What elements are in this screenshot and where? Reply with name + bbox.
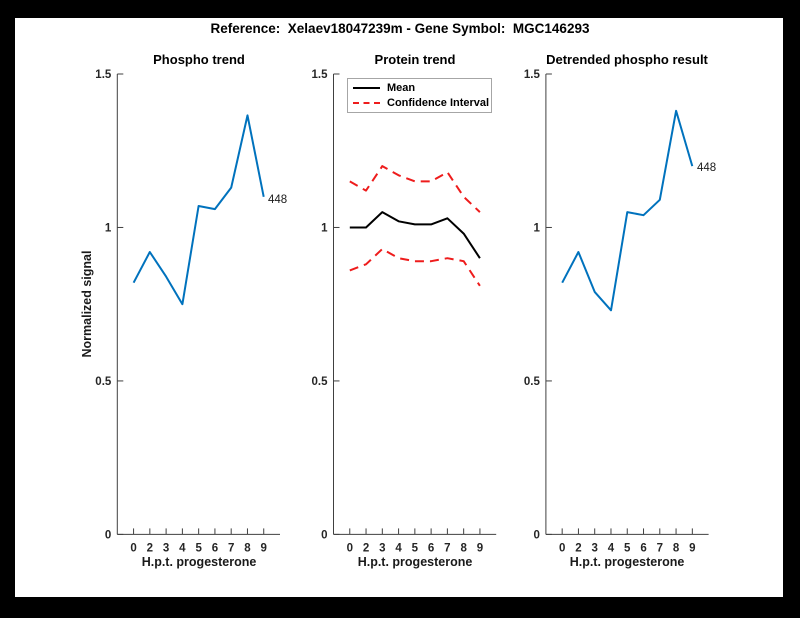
figure-canvas bbox=[15, 18, 783, 597]
y-tick-label: 0.5 bbox=[524, 376, 541, 388]
x-tick-label: 2 bbox=[147, 542, 153, 554]
x-tick-label: 0 bbox=[559, 542, 565, 554]
series-detrended-phospho-signal bbox=[561, 109, 694, 312]
x-tick-label: 9 bbox=[477, 542, 483, 554]
series-confidence-upper bbox=[349, 165, 481, 213]
x-tick-label: 8 bbox=[673, 542, 680, 554]
y-tick-label: 1.5 bbox=[312, 69, 329, 81]
x-axis-label-plot1: H.p.t. progesterone bbox=[141, 555, 257, 569]
series-confidence-lower bbox=[349, 248, 481, 287]
figure-title: Reference: Xelaev18047239m - Gene Symbol… bbox=[210, 21, 590, 36]
subplot-1: 0 2 3 4 5 6 7 8 900.511.5 bbox=[312, 69, 497, 554]
subplot-title-detrended-result: Detrended phospho result bbox=[546, 52, 708, 67]
legend-box: Mean Confidence Interval bbox=[347, 78, 492, 113]
x-tick-label: 5 bbox=[195, 542, 202, 554]
x-tick-label: 2 bbox=[575, 542, 581, 554]
x-tick-label: 5 bbox=[624, 542, 631, 554]
x-tick-label: 3 bbox=[163, 542, 169, 554]
y-tick-label: 1 bbox=[321, 222, 328, 234]
x-tick-label: 4 bbox=[395, 542, 402, 554]
x-tick-label: 3 bbox=[592, 542, 598, 554]
x-tick-label: 7 bbox=[444, 542, 450, 554]
series-endpoint-label-448-plot1: 448 bbox=[268, 194, 288, 206]
x-tick-label: 8 bbox=[244, 542, 251, 554]
x-tick-label: 3 bbox=[379, 542, 385, 554]
x-tick-label: 6 bbox=[212, 542, 218, 554]
x-tick-label: 0 bbox=[130, 542, 136, 554]
x-tick-label: 4 bbox=[608, 542, 615, 554]
y-tick-label: 1.5 bbox=[524, 69, 541, 81]
x-tick-label: 7 bbox=[657, 542, 663, 554]
series-phospho-signal bbox=[132, 114, 265, 306]
y-tick-label: 0 bbox=[105, 529, 111, 541]
y-axis-label: Normalized signal bbox=[80, 250, 94, 358]
legend-item-mean: Mean bbox=[348, 80, 491, 95]
x-tick-label: 4 bbox=[179, 542, 186, 554]
x-tick-label: 8 bbox=[460, 542, 467, 554]
y-tick-label: 0 bbox=[321, 529, 327, 541]
x-tick-label: 0 bbox=[347, 542, 353, 554]
x-tick-label: 9 bbox=[689, 542, 695, 554]
y-tick-label: 0.5 bbox=[312, 376, 329, 388]
confidence-interval-line-sample-icon bbox=[353, 102, 380, 105]
mean-line-sample-icon bbox=[353, 86, 380, 89]
x-tick-label: 6 bbox=[428, 542, 434, 554]
y-tick-label: 1 bbox=[533, 222, 540, 234]
legend-label-confidence-interval: Confidence Interval bbox=[387, 97, 490, 110]
subplot-title-protein-trend: Protein trend bbox=[374, 52, 456, 67]
y-tick-label: 0 bbox=[533, 529, 539, 541]
x-tick-label: 7 bbox=[228, 542, 234, 554]
subplot-title-phospho-trend: Phospho trend bbox=[153, 52, 245, 67]
y-tick-label: 0.5 bbox=[95, 376, 112, 388]
y-tick-label: 1 bbox=[105, 222, 112, 234]
x-tick-label: 5 bbox=[412, 542, 419, 554]
subplot-0: 0 2 3 4 5 6 7 8 900.511.5 bbox=[95, 69, 280, 554]
x-tick-label: 9 bbox=[261, 542, 267, 554]
x-tick-label: 6 bbox=[640, 542, 646, 554]
series-mean bbox=[349, 211, 481, 259]
x-axis-label-plot3: H.p.t. progesterone bbox=[569, 555, 685, 569]
x-tick-label: 2 bbox=[363, 542, 369, 554]
y-tick-label: 1.5 bbox=[95, 69, 112, 81]
x-axis-label-plot2: H.p.t. progesterone bbox=[357, 555, 473, 569]
legend-item-confidence-interval: Confidence Interval bbox=[348, 96, 491, 111]
series-endpoint-label-448-plot3: 448 bbox=[697, 162, 717, 174]
legend-label-mean: Mean bbox=[387, 81, 416, 94]
subplot-2: 0 2 3 4 5 6 7 8 900.511.5 bbox=[524, 69, 709, 554]
